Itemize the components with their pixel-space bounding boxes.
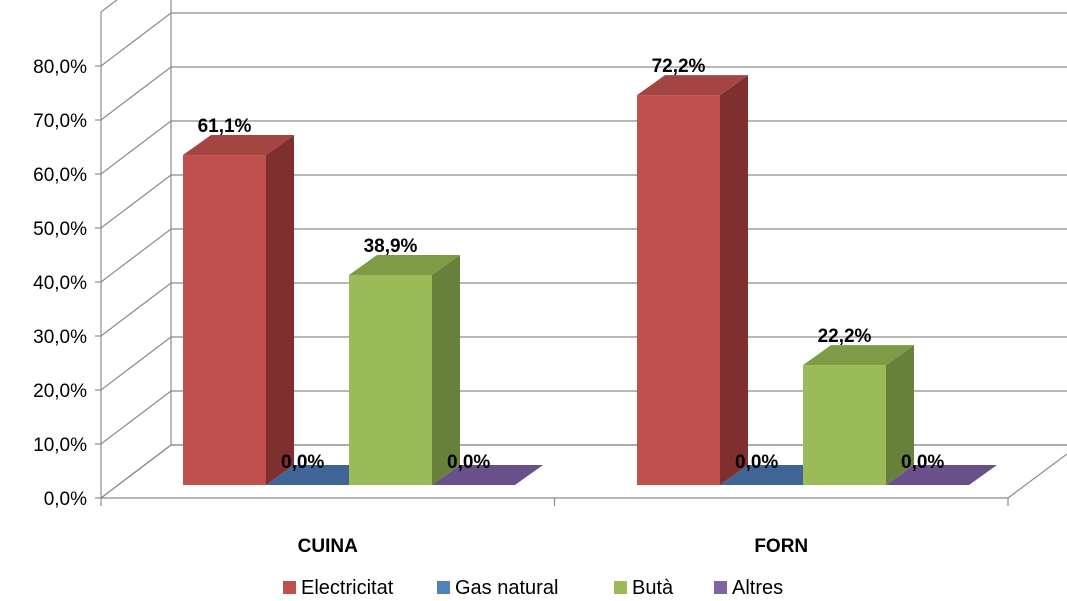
bar-front [349,274,432,485]
data-label: 22,2% [818,326,872,347]
bar [886,465,997,485]
legend-label: Altres [732,577,783,599]
bar-top [349,254,460,275]
y-tick-label: 10,0% [33,435,87,456]
legend-item: Altres [714,577,783,599]
legend-item: Electricitat [283,577,394,599]
y-tick-label: 30,0% [33,327,87,348]
data-labels: 61,1% 0,0% 38,9% 0,0% 72,2% 0,0% 22,2% 0,0% [198,56,945,473]
bar [432,465,543,485]
legend-swatch [283,581,296,594]
bar-side [886,345,914,485]
data-label: 61,1% [198,116,252,137]
side-gridline [100,120,172,175]
side-gridline [100,336,172,391]
data-label: 0,0% [281,452,324,473]
bar-top [886,465,997,485]
bar [183,135,294,485]
legend: Electricitat Gas natural Butà Altres [283,577,783,599]
y-tick-label: 0,0% [44,489,87,510]
category-label: FORN [754,536,808,557]
floor-right-edge [1007,453,1067,499]
side-gridline [100,444,172,499]
y-tick-label: 70,0% [33,111,87,132]
bar-top [183,135,294,156]
bar [803,345,914,485]
bars [183,75,997,486]
side-gridline [100,228,172,283]
side-gridline [100,174,172,229]
legend-label: Electricitat [301,577,394,599]
y-tick-label: 50,0% [33,219,87,240]
gridlines [100,12,1067,499]
legend-swatch [714,581,727,594]
bar-side [720,75,748,486]
legend-swatch [437,581,450,594]
side-gridline [100,12,172,67]
category-label: CUINA [298,536,358,557]
bar-side [266,135,294,485]
bar-front [183,155,266,485]
bar-side [432,254,460,485]
legend-item: Butà [614,577,674,599]
bar-top [637,75,748,96]
side-wall-top [100,0,118,13]
legend-item: Gas natural [437,577,558,599]
legend-swatch [614,581,627,594]
legend-label: Butà [632,577,674,599]
bar-top [432,465,543,485]
y-tick-label: 80,0% [33,57,87,78]
x-axis: CUINA FORN [100,498,1009,557]
data-label: 0,0% [901,452,944,473]
y-tick-label: 60,0% [33,165,87,186]
side-gridline [100,66,172,121]
y-tick-label: 20,0% [33,381,87,402]
data-label: 38,9% [364,236,418,257]
data-label: 0,0% [735,452,778,473]
data-label: 0,0% [447,452,490,473]
y-axis: 0,0% 10,0% 20,0% 30,0% 40,0% 50,0% 60,0% 70,0% 8… [33,57,101,510]
bar-front [803,365,886,485]
y-tick-label: 40,0% [33,273,87,294]
side-gridline [100,282,172,337]
bar [349,254,460,485]
bar-front [637,95,720,486]
data-label: 72,2% [652,56,706,77]
bar [637,75,748,486]
legend-label: Gas natural [455,577,558,599]
side-gridline [100,390,172,445]
bar-top [803,345,914,366]
